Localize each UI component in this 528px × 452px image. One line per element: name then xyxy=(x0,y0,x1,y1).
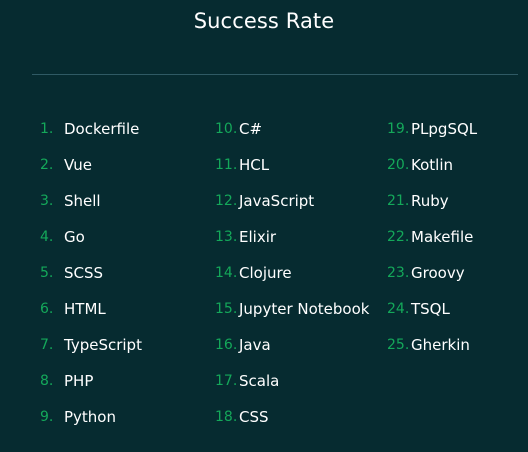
rank-number: 17. xyxy=(215,373,238,389)
language-label: Python xyxy=(64,408,116,426)
rank-number: 12. xyxy=(215,193,238,209)
language-label: Shell xyxy=(64,192,101,210)
list-item: 2. Vue xyxy=(40,147,142,183)
list-column-1: 1. Dockerfile 2. Vue 3. Shell 4. Go 5. SCSS 6… xyxy=(40,111,142,435)
title-divider xyxy=(32,74,518,75)
language-label: Java xyxy=(239,336,271,354)
list-item: 18. CSS xyxy=(215,399,369,435)
rank-number: 9. xyxy=(40,409,54,425)
list-item: 11. HCL xyxy=(215,147,369,183)
list-item: 15. Jupyter Notebook xyxy=(215,291,369,327)
language-label: Makefile xyxy=(411,228,474,246)
rank-number: 3. xyxy=(40,193,54,209)
list-item: 20. Kotlin xyxy=(387,147,477,183)
rank-number: 16. xyxy=(215,337,238,353)
list-item: 4. Go xyxy=(40,219,142,255)
list-item: 21. Ruby xyxy=(387,183,477,219)
language-label: CSS xyxy=(239,408,269,426)
rank-number: 14. xyxy=(215,265,238,281)
list-column-3: 19. PLpgSQL 20. Kotlin 21. Ruby 22. Makefile… xyxy=(387,111,477,363)
language-label: JavaScript xyxy=(239,192,315,210)
ranked-language-list: 1. Dockerfile 2. Vue 3. Shell 4. Go 5. SCSS 6… xyxy=(0,111,528,441)
list-item: 12. JavaScript xyxy=(215,183,369,219)
language-label: Dockerfile xyxy=(64,120,140,138)
list-item: 9. Python xyxy=(40,399,142,435)
rank-number: 4. xyxy=(40,229,54,245)
list-item: 7. TypeScript xyxy=(40,327,142,363)
list-item: 1. Dockerfile xyxy=(40,111,142,147)
rank-number: 19. xyxy=(387,121,410,137)
rank-number: 8. xyxy=(40,373,54,389)
language-label: Clojure xyxy=(239,264,292,282)
rank-number: 22. xyxy=(387,229,410,245)
list-item: 17. Scala xyxy=(215,363,369,399)
rank-number: 1. xyxy=(40,121,54,137)
rank-number: 23. xyxy=(387,265,410,281)
list-item: 22. Makefile xyxy=(387,219,477,255)
language-label: C# xyxy=(239,120,263,138)
list-item: 13. Elixir xyxy=(215,219,369,255)
language-label: Elixir xyxy=(239,228,277,246)
rank-number: 15. xyxy=(215,301,238,317)
list-item: 10. C# xyxy=(215,111,369,147)
rank-number: 24. xyxy=(387,301,410,317)
language-label: SCSS xyxy=(64,264,104,282)
language-label: TypeScript xyxy=(64,336,142,354)
rank-number: 10. xyxy=(215,121,238,137)
language-label: HCL xyxy=(239,156,270,174)
language-label: TSQL xyxy=(411,300,450,318)
list-item: 8. PHP xyxy=(40,363,142,399)
language-label: Jupyter Notebook xyxy=(239,300,370,318)
rank-number: 13. xyxy=(215,229,238,245)
rank-number: 5. xyxy=(40,265,54,281)
list-column-2: 10. C# 11. HCL 12. JavaScript 13. Elixir 14.… xyxy=(215,111,369,435)
list-item: 25. Gherkin xyxy=(387,327,477,363)
list-item: 3. Shell xyxy=(40,183,142,219)
rank-number: 18. xyxy=(215,409,238,425)
language-label: Vue xyxy=(64,156,92,174)
list-item: 6. HTML xyxy=(40,291,142,327)
list-item: 16. Java xyxy=(215,327,369,363)
language-label: HTML xyxy=(64,300,106,318)
language-label: Gherkin xyxy=(411,336,470,354)
rank-number: 20. xyxy=(387,157,410,173)
rank-number: 11. xyxy=(215,157,238,173)
list-item: 5. SCSS xyxy=(40,255,142,291)
rank-number: 25. xyxy=(387,337,410,353)
list-item: 23. Groovy xyxy=(387,255,477,291)
page-title: Success Rate xyxy=(193,9,335,33)
list-item: 24. TSQL xyxy=(387,291,477,327)
language-label: Groovy xyxy=(411,264,465,282)
rank-number: 6. xyxy=(40,301,54,317)
rank-number: 7. xyxy=(40,337,54,353)
language-label: PLpgSQL xyxy=(411,120,478,138)
language-label: Ruby xyxy=(411,192,449,210)
list-item: 19. PLpgSQL xyxy=(387,111,477,147)
language-label: PHP xyxy=(64,372,94,390)
rank-number: 2. xyxy=(40,157,54,173)
list-item: 14. Clojure xyxy=(215,255,369,291)
language-label: Scala xyxy=(239,372,280,390)
language-label: Go xyxy=(64,228,85,246)
language-label: Kotlin xyxy=(411,156,453,174)
rank-number: 21. xyxy=(387,193,410,209)
